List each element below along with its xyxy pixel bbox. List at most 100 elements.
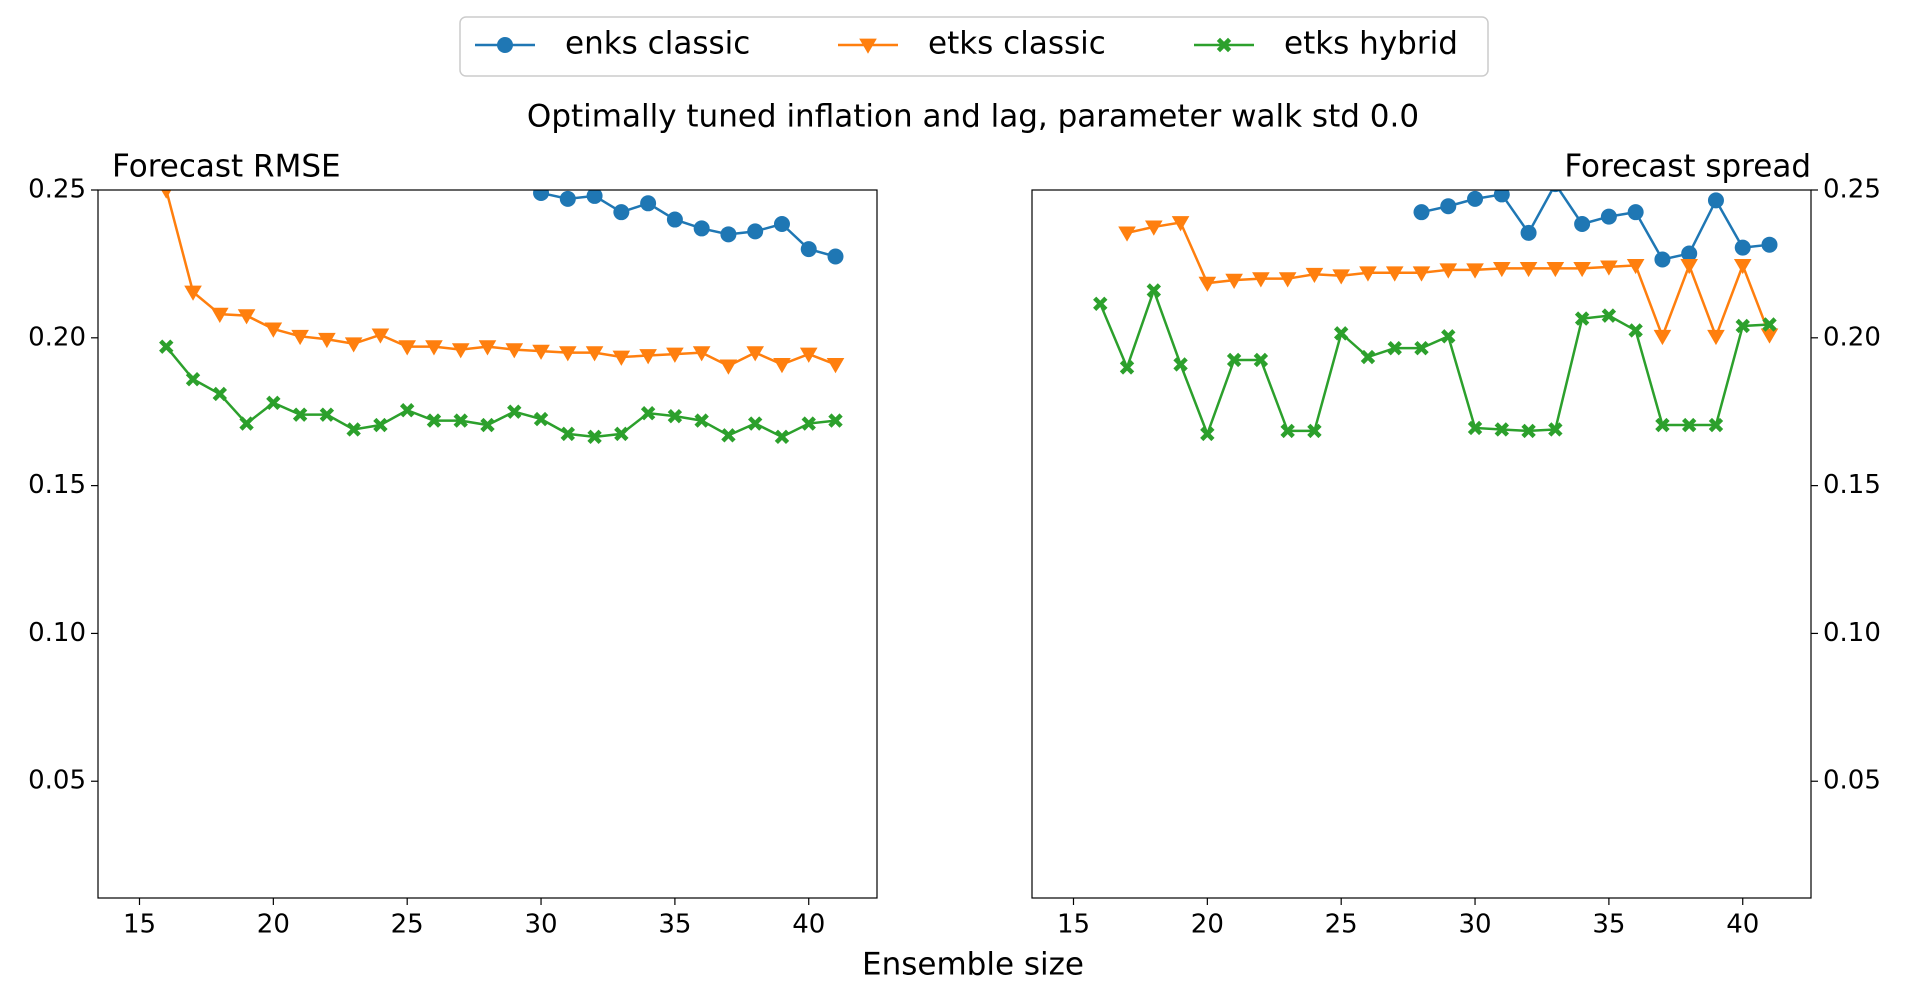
marker [1467,190,1484,207]
x-tick-label: 40 [792,910,825,940]
marker [398,340,416,356]
marker [1413,204,1430,221]
marker [1707,329,1725,346]
marker [586,190,603,204]
marker [1653,329,1672,346]
marker [1118,226,1136,242]
x-tick-label: 20 [257,910,290,940]
marker [1385,266,1404,282]
marker [613,204,630,221]
marker [533,190,550,201]
marker [1734,239,1751,256]
figure-title: Optimally tuned inflation and lag, param… [527,99,1419,135]
subplot-title: Forecast spread [1564,149,1811,185]
marker [666,347,684,363]
marker [693,220,710,237]
marker [1359,266,1377,282]
marker [371,328,390,344]
marker [1761,236,1778,253]
x-tick-label: 35 [658,910,691,940]
marker [1735,318,1750,334]
marker [1680,258,1698,275]
marker [292,407,308,422]
plot-area [159,190,845,445]
marker [1332,269,1350,285]
y-tick-label: 0.15 [1823,470,1881,500]
marker [1494,422,1510,437]
marker [1548,422,1563,437]
marker [1573,261,1591,278]
marker [1707,192,1724,209]
marker [612,350,631,366]
marker [667,408,683,424]
marker [640,195,657,212]
marker [559,190,576,207]
marker [507,404,522,419]
x-tick-label: 35 [1592,910,1625,940]
marker [319,407,335,422]
marker [720,226,737,243]
marker [1173,357,1188,372]
marker [694,413,709,428]
marker [1226,352,1242,368]
marker [1493,261,1511,278]
subplot-title: Forecast RMSE [112,149,341,185]
legend-label: etks classic [928,26,1106,62]
marker [1600,208,1617,225]
axes-frame [1031,189,1812,899]
marker [747,416,763,431]
subplot: Forecast RMSE 15 20 25 30 35 40 0.05 0.10 0.15 0.2… [28,149,878,940]
panels: Forecast RMSE 15 20 25 30 35 40 0.05 0.10 0.15 0.2… [28,149,1881,940]
subplot: Forecast spread 15 20 25 30 35 40 0.05 0.10 0.15 0… [1031,149,1881,940]
marker [1198,276,1217,292]
marker [1216,37,1232,53]
marker [1546,261,1565,278]
marker [291,329,309,346]
marker [1200,426,1215,442]
marker [1466,263,1484,279]
marker [1280,423,1295,439]
marker [800,241,817,258]
x-tick-label: 40 [1726,910,1759,940]
marker [692,346,711,362]
marker [161,190,172,199]
marker [560,426,576,442]
series-line [1099,286,1770,438]
marker [1171,216,1190,232]
marker [1093,296,1108,312]
y-tick-label: 0.20 [1823,322,1881,352]
marker [373,417,388,433]
x-tick-label: 15 [1057,910,1090,940]
marker [318,332,336,349]
marker [497,37,513,53]
marker [266,395,281,411]
marker [585,346,604,362]
marker [1307,423,1322,439]
marker [1627,204,1644,221]
marker [1574,311,1590,326]
marker [1387,340,1402,356]
marker [1493,190,1510,203]
marker [639,349,657,365]
marker [1333,326,1349,341]
y-tick-label: 0.05 [1823,766,1881,796]
marker [859,38,877,54]
x-tick-label: 30 [1458,910,1491,940]
marker [1681,417,1697,433]
marker [1146,283,1162,298]
y-tick-label: 0.20 [28,322,86,352]
marker [426,413,442,428]
marker [1441,329,1456,344]
marker [264,322,283,338]
marker [1439,263,1458,279]
marker [801,416,816,431]
x-tick-label: 15 [123,910,156,940]
marker [1762,317,1777,332]
marker [505,343,524,359]
marker [451,343,470,359]
marker [721,428,736,443]
marker [453,413,468,428]
marker [532,344,550,360]
y-tick-label: 0.05 [28,766,86,796]
